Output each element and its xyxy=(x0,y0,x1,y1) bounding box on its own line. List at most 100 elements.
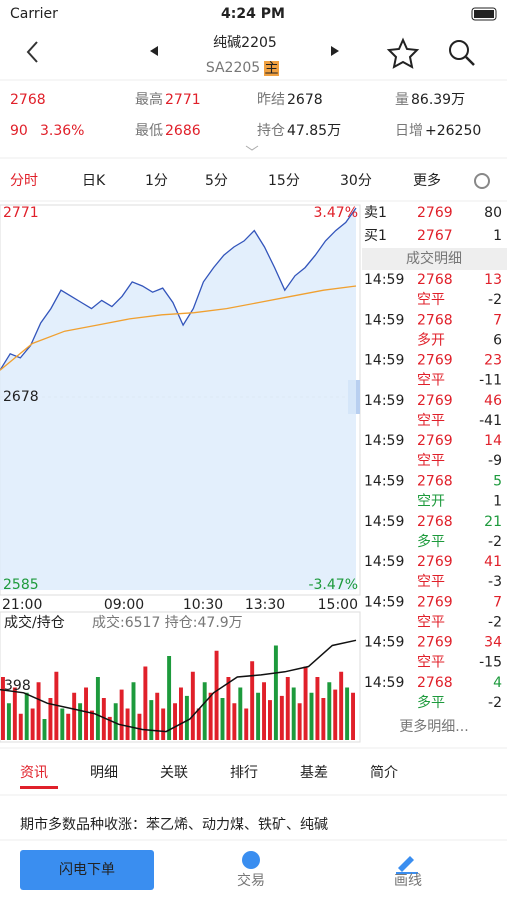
volume-bar xyxy=(95,677,100,740)
volume-bar xyxy=(220,698,225,740)
volume-bar xyxy=(351,692,355,740)
volume-bar xyxy=(214,650,219,740)
info-tab[interactable]: 排行 xyxy=(230,765,258,781)
book-price: 2767 xyxy=(417,228,453,244)
volume-bar xyxy=(84,687,88,740)
trade-icon[interactable] xyxy=(242,851,260,869)
news-headline: 期市多数品种收涨：苯乙烯、动力煤、铁矿、纯碱 xyxy=(20,816,328,833)
trade-time: 14:59 xyxy=(364,353,404,369)
volume-bar xyxy=(107,716,112,740)
volume-bar xyxy=(1,677,5,740)
change: 90 xyxy=(10,123,28,139)
volume-axis: 398 xyxy=(4,678,31,694)
badge: 主 xyxy=(265,61,279,77)
trade-oi: -3 xyxy=(488,574,502,590)
average-line xyxy=(0,285,357,371)
settings-icon[interactable] xyxy=(474,173,490,189)
info-tab[interactable]: 基差 xyxy=(300,764,328,781)
trade-oi: 1 xyxy=(493,494,502,510)
book-label: 卖1 xyxy=(364,205,387,221)
volume-bar xyxy=(90,710,94,740)
volume-bar xyxy=(78,703,83,740)
trade-label[interactable]: 交易 xyxy=(237,872,265,889)
trade-oi: -11 xyxy=(479,373,502,389)
trade-volume: 7 xyxy=(493,594,502,610)
trade-type: 空平 xyxy=(417,574,445,590)
info-tab[interactable]: 简介 xyxy=(370,764,398,781)
next-arrow[interactable] xyxy=(331,46,339,56)
volume-bar xyxy=(339,671,344,740)
volume-bar xyxy=(273,645,278,740)
time-label: 13:30 xyxy=(245,597,285,613)
period-tab[interactable]: 1分 xyxy=(145,173,168,189)
trade-oi: -2 xyxy=(488,695,502,711)
period-tab[interactable]: 30分 xyxy=(340,173,372,189)
trade-volume: 21 xyxy=(484,514,502,530)
trade-time: 14:59 xyxy=(364,675,404,691)
info-tab[interactable]: 资讯 xyxy=(20,765,48,781)
trade-volume: 5 xyxy=(493,474,502,490)
draw-label[interactable]: 画线 xyxy=(394,873,422,889)
battery xyxy=(471,7,497,21)
trade-time: 14:59 xyxy=(364,594,404,610)
book-label: 买1 xyxy=(364,228,387,244)
trade-price: 2768 xyxy=(417,312,453,328)
trade-volume: 13 xyxy=(484,272,502,288)
trade-oi: -2 xyxy=(488,614,502,630)
order-label[interactable]: 闪电下单 xyxy=(59,862,115,878)
trade-oi: -2 xyxy=(488,292,502,308)
trade-time: 14:59 xyxy=(364,272,404,288)
trade-price: 2769 xyxy=(417,393,453,409)
period-tab[interactable]: 日K xyxy=(82,173,106,189)
volume-bar xyxy=(173,703,177,740)
code: SA2205 xyxy=(206,60,260,76)
period-tab[interactable]: 更多 xyxy=(413,172,441,189)
trade-type: 空平 xyxy=(417,614,445,630)
volume-bar xyxy=(285,677,290,740)
period-tab[interactable]: 分时 xyxy=(10,173,38,189)
volume-bar xyxy=(256,692,261,740)
trade-price: 2769 xyxy=(417,594,453,610)
time-label: 10:30 xyxy=(183,597,223,613)
volume-title: 成交/持仓 xyxy=(4,614,65,631)
book-price: 2769 xyxy=(417,205,453,221)
trade-volume: 34 xyxy=(484,635,502,651)
prev-arrow[interactable] xyxy=(150,46,158,56)
trade-time: 14:59 xyxy=(364,635,404,651)
trade-oi: -41 xyxy=(479,413,502,429)
volume-bar xyxy=(321,698,326,740)
detail-title: 成交明细 xyxy=(406,250,462,267)
volume-bar xyxy=(101,698,106,740)
volume-bar xyxy=(6,703,11,740)
trade-time: 14:59 xyxy=(364,474,404,490)
volume-bar xyxy=(226,677,231,740)
volume-bar xyxy=(232,703,237,740)
book-volume: 80 xyxy=(484,205,502,221)
info-tab[interactable]: 关联 xyxy=(160,765,188,781)
stat-label: 持仓 xyxy=(257,123,285,139)
more-detail[interactable]: 更多明细... xyxy=(399,718,468,735)
star-icon[interactable] xyxy=(386,37,420,69)
trade-time: 14:59 xyxy=(364,433,404,449)
trade-oi: -9 xyxy=(488,453,502,469)
volume-bar xyxy=(155,692,160,740)
volume-bar xyxy=(244,708,249,740)
expand-icon[interactable] xyxy=(245,145,259,151)
axis-high: 2771 xyxy=(3,205,39,221)
trade-type: 空开 xyxy=(417,494,445,510)
trade-price: 2769 xyxy=(417,433,453,449)
volume-bar xyxy=(250,661,255,740)
draw-icon[interactable] xyxy=(398,856,414,872)
volume-bar xyxy=(238,687,243,740)
badge-bg xyxy=(264,61,279,76)
back-icon[interactable] xyxy=(26,41,38,63)
info-tab[interactable]: 明细 xyxy=(90,765,118,781)
volume-bar xyxy=(72,692,77,740)
trade-price: 2768 xyxy=(417,514,453,530)
search-icon[interactable] xyxy=(449,40,469,60)
period-tab[interactable]: 15分 xyxy=(268,173,300,189)
period-tab[interactable]: 5分 xyxy=(205,173,228,189)
time-label: 09:00 xyxy=(104,597,144,613)
order-button[interactable] xyxy=(20,850,154,890)
volume-bar xyxy=(18,713,23,740)
